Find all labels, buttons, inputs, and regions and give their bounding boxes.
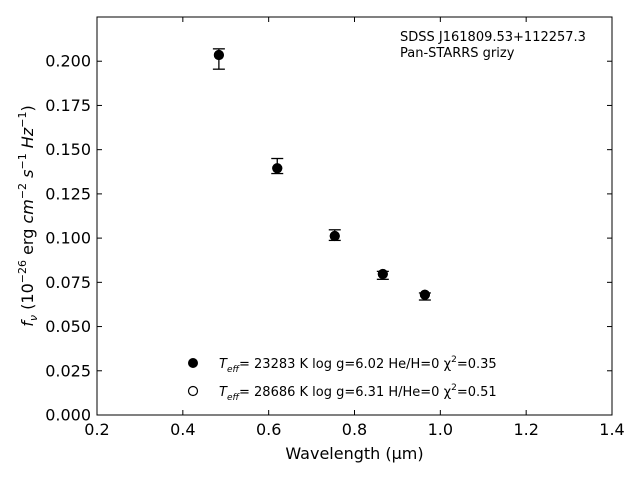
legend-entry-2: Teff= 28686 K log g=6.31 H/He=0 χ2=0.51 [219, 383, 497, 403]
annotation-line-2: Pan-STARRS grizy [400, 46, 515, 61]
y-axis: 0.000 0.025 0.050 0.075 0.100 0.125 0.150 0.175… [45, 52, 612, 425]
y-tick-label: 0.175 [45, 96, 91, 115]
x-axis-label: Wavelength (μm) [285, 444, 423, 463]
x-tick-label: 0.6 [256, 420, 281, 439]
data-points [213, 49, 430, 300]
data-point-filled [272, 163, 283, 174]
legend-marker-filled [188, 358, 198, 368]
y-tick-label: 0.125 [45, 184, 91, 203]
y-tick-label: 0.200 [45, 52, 91, 71]
data-point-filled [419, 289, 430, 300]
data-point-filled [377, 269, 388, 280]
legend-entry-1: Teff= 23283 K log g=6.02 He/H=0 χ2=0.35 [219, 355, 497, 375]
annotation-line-1: SDSS J161809.53+112257.3 [400, 30, 586, 45]
y-tick-label: 0.100 [45, 229, 91, 248]
x-axis: 0.2 0.4 0.6 0.8 1.0 1.2 1.4 [84, 17, 625, 439]
y-tick-label: 0.075 [45, 273, 91, 292]
x-tick-label: 0.4 [170, 420, 195, 439]
x-tick-label: 1.0 [428, 420, 453, 439]
data-point-filled [213, 50, 224, 61]
legend: Teff= 23283 K log g=6.02 He/H=0 χ2=0.35 … [187, 355, 497, 403]
plot-area [96, 16, 613, 416]
x-tick-label: 0.8 [342, 420, 367, 439]
y-tick-label: 0.050 [45, 317, 91, 336]
x-tick-label: 1.4 [599, 420, 624, 439]
legend-marker-open [187, 385, 199, 397]
y-tick-label: 0.025 [45, 361, 91, 380]
y-tick-label: 0.150 [45, 140, 91, 159]
x-tick-label: 0.2 [84, 420, 109, 439]
y-tick-label: 0.000 [45, 406, 91, 425]
x-tick-label: 1.2 [513, 420, 538, 439]
y-axis-label: fν (10−26 erg cm−2 s−1 Hz−1) [16, 105, 40, 326]
data-point-filled [329, 230, 340, 241]
